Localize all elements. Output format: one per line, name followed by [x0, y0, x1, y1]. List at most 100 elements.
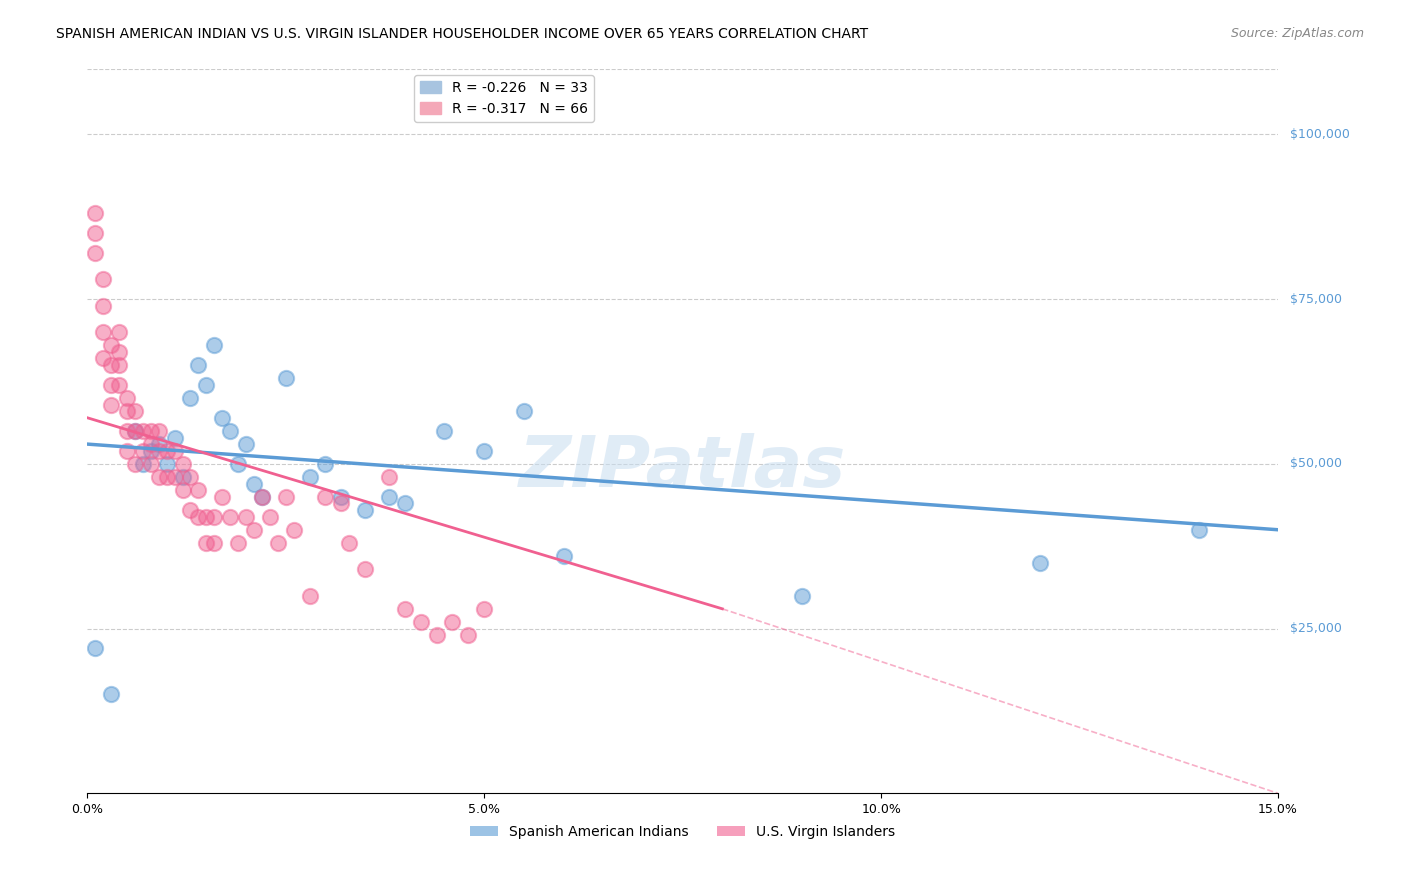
- Point: [187, 358, 209, 372]
- Point: [337, 536, 360, 550]
- Point: [139, 457, 162, 471]
- Point: [243, 523, 266, 537]
- Point: [115, 424, 138, 438]
- Point: [354, 562, 377, 576]
- Point: [124, 404, 146, 418]
- Point: [211, 410, 233, 425]
- Point: [226, 457, 249, 471]
- Legend: Spanish American Indians, U.S. Virgin Islanders: Spanish American Indians, U.S. Virgin Is…: [465, 819, 900, 845]
- Point: [195, 377, 218, 392]
- Point: [274, 490, 297, 504]
- Point: [108, 325, 131, 339]
- Point: [172, 470, 194, 484]
- Point: [250, 490, 273, 504]
- Point: [243, 476, 266, 491]
- Point: [124, 424, 146, 438]
- Point: [330, 496, 353, 510]
- Point: [219, 424, 242, 438]
- Point: [235, 437, 257, 451]
- Point: [553, 549, 575, 563]
- Point: [84, 246, 107, 260]
- Point: [84, 641, 107, 656]
- Text: $75,000: $75,000: [1289, 293, 1341, 306]
- Point: [100, 398, 122, 412]
- Point: [298, 589, 321, 603]
- Point: [283, 523, 305, 537]
- Point: [115, 443, 138, 458]
- Point: [235, 509, 257, 524]
- Point: [84, 206, 107, 220]
- Point: [115, 404, 138, 418]
- Point: [433, 424, 456, 438]
- Text: $100,000: $100,000: [1289, 128, 1350, 141]
- Point: [457, 628, 479, 642]
- Point: [267, 536, 290, 550]
- Point: [124, 424, 146, 438]
- Point: [84, 226, 107, 240]
- Point: [91, 299, 114, 313]
- Point: [132, 424, 155, 438]
- Point: [172, 457, 194, 471]
- Point: [148, 424, 170, 438]
- Point: [394, 602, 416, 616]
- Point: [211, 490, 233, 504]
- Point: [298, 470, 321, 484]
- Point: [179, 470, 201, 484]
- Point: [108, 377, 131, 392]
- Text: $50,000: $50,000: [1289, 458, 1341, 470]
- Point: [156, 443, 179, 458]
- Point: [139, 437, 162, 451]
- Point: [172, 483, 194, 498]
- Point: [124, 457, 146, 471]
- Point: [108, 358, 131, 372]
- Text: ZIPatlas: ZIPatlas: [519, 433, 846, 501]
- Point: [202, 509, 225, 524]
- Point: [179, 391, 201, 405]
- Point: [378, 490, 401, 504]
- Point: [91, 325, 114, 339]
- Point: [409, 615, 432, 629]
- Point: [115, 391, 138, 405]
- Text: $25,000: $25,000: [1289, 622, 1341, 635]
- Point: [425, 628, 447, 642]
- Point: [139, 443, 162, 458]
- Point: [354, 503, 377, 517]
- Point: [132, 457, 155, 471]
- Point: [314, 490, 336, 504]
- Point: [179, 503, 201, 517]
- Point: [148, 437, 170, 451]
- Point: [156, 470, 179, 484]
- Point: [139, 424, 162, 438]
- Point: [195, 509, 218, 524]
- Point: [274, 371, 297, 385]
- Point: [314, 457, 336, 471]
- Point: [790, 589, 813, 603]
- Point: [187, 483, 209, 498]
- Point: [148, 470, 170, 484]
- Point: [394, 496, 416, 510]
- Point: [132, 443, 155, 458]
- Point: [100, 358, 122, 372]
- Point: [202, 338, 225, 352]
- Point: [163, 443, 186, 458]
- Point: [259, 509, 281, 524]
- Point: [195, 536, 218, 550]
- Point: [472, 443, 495, 458]
- Point: [441, 615, 464, 629]
- Point: [187, 509, 209, 524]
- Point: [91, 351, 114, 366]
- Point: [250, 490, 273, 504]
- Text: Source: ZipAtlas.com: Source: ZipAtlas.com: [1230, 27, 1364, 40]
- Point: [148, 443, 170, 458]
- Point: [219, 509, 242, 524]
- Point: [91, 272, 114, 286]
- Point: [1188, 523, 1211, 537]
- Point: [100, 338, 122, 352]
- Point: [202, 536, 225, 550]
- Point: [472, 602, 495, 616]
- Point: [100, 377, 122, 392]
- Point: [163, 470, 186, 484]
- Text: SPANISH AMERICAN INDIAN VS U.S. VIRGIN ISLANDER HOUSEHOLDER INCOME OVER 65 YEARS: SPANISH AMERICAN INDIAN VS U.S. VIRGIN I…: [56, 27, 869, 41]
- Point: [226, 536, 249, 550]
- Point: [513, 404, 536, 418]
